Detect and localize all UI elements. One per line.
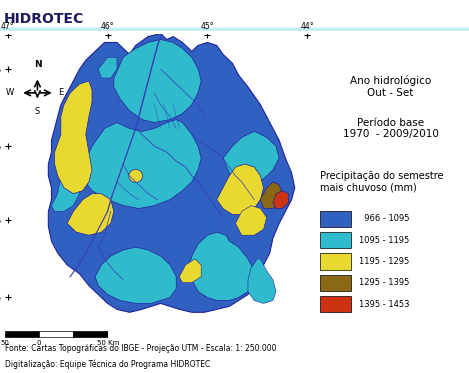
Polygon shape: [179, 259, 201, 283]
Polygon shape: [83, 120, 201, 209]
Bar: [5, 330, 39, 336]
Bar: [0, 29, 469, 30]
Text: 1295 - 1395: 1295 - 1395: [359, 279, 409, 288]
Polygon shape: [223, 131, 279, 185]
Text: 966 - 1095: 966 - 1095: [359, 214, 409, 223]
Bar: [0, 28, 469, 30]
Bar: [0, 29, 469, 31]
Bar: [0, 28, 469, 30]
Text: 19°: 19°: [0, 146, 1, 155]
Text: W: W: [6, 88, 14, 97]
Text: 47°: 47°: [1, 22, 15, 31]
Polygon shape: [98, 57, 117, 78]
Bar: [0, 28, 469, 30]
Bar: [0, 29, 469, 30]
Bar: [0, 29, 469, 31]
Polygon shape: [273, 191, 288, 209]
Text: E: E: [58, 88, 63, 97]
Text: 0: 0: [37, 340, 41, 346]
Text: 1095 - 1195: 1095 - 1195: [359, 236, 409, 245]
Bar: [0, 29, 469, 31]
Bar: [39, 330, 74, 336]
Bar: [0, 29, 469, 31]
Text: 1195 - 1295: 1195 - 1295: [359, 257, 409, 266]
Text: 50: 50: [0, 340, 9, 346]
Text: 45°: 45°: [201, 22, 214, 31]
Bar: [0, 30, 469, 31]
Text: 1395 - 1453: 1395 - 1453: [359, 300, 409, 309]
Bar: [0, 29, 469, 31]
Text: 21°: 21°: [0, 298, 1, 307]
Text: 20°: 20°: [0, 220, 1, 229]
Polygon shape: [235, 206, 267, 235]
Bar: [0, 29, 469, 30]
Text: Período base
1970  - 2009/2010: Período base 1970 - 2009/2010: [342, 117, 439, 139]
Bar: [320, 232, 351, 248]
Polygon shape: [48, 34, 295, 312]
Text: 44°: 44°: [301, 22, 314, 31]
Text: Digitalização: Equipe Técnica do Programa HIDROTEC: Digitalização: Equipe Técnica do Program…: [5, 360, 210, 369]
Text: N: N: [34, 60, 41, 69]
Polygon shape: [217, 164, 264, 214]
Bar: [0, 29, 469, 31]
Bar: [320, 211, 351, 227]
Polygon shape: [189, 232, 254, 301]
Text: HIDROTEC: HIDROTEC: [4, 12, 84, 26]
Polygon shape: [114, 40, 201, 122]
Bar: [320, 296, 351, 313]
Bar: [320, 275, 351, 291]
Circle shape: [129, 169, 143, 182]
Text: 18°: 18°: [0, 69, 1, 78]
Polygon shape: [52, 152, 80, 211]
Bar: [0, 29, 469, 30]
Bar: [0, 29, 469, 31]
Text: 50 Km: 50 Km: [97, 340, 119, 346]
Polygon shape: [260, 182, 282, 209]
Polygon shape: [67, 194, 114, 235]
Polygon shape: [95, 247, 176, 303]
Bar: [0, 29, 469, 31]
Text: Ano hidrológico
Out - Set: Ano hidrológico Out - Set: [350, 76, 431, 98]
Bar: [0, 28, 469, 30]
Bar: [320, 253, 351, 270]
Bar: [74, 330, 108, 336]
Bar: [0, 30, 469, 31]
Text: S: S: [35, 107, 40, 116]
Bar: [0, 29, 469, 31]
Text: Fonte: Cartas Topográficas do IBGE - Projeção UTM - Escala: 1: 250.000: Fonte: Cartas Topográficas do IBGE - Pro…: [5, 344, 276, 353]
Text: Precipitação do semestre
mais chuvoso (mm): Precipitação do semestre mais chuvoso (m…: [320, 171, 443, 192]
Polygon shape: [54, 81, 92, 194]
Polygon shape: [248, 259, 276, 303]
Bar: [0, 29, 469, 31]
Text: 46°: 46°: [101, 22, 114, 31]
